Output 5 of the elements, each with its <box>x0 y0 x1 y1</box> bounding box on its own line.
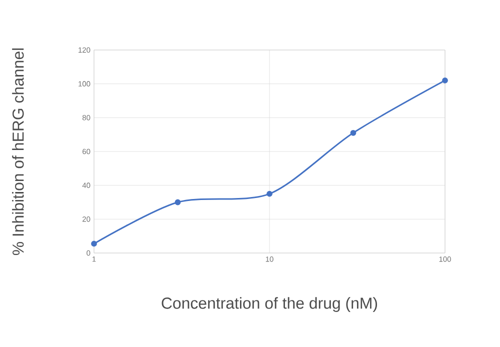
x-axis-title: Concentration of the drug (nM) <box>162 297 378 312</box>
point <box>442 78 448 84</box>
point <box>91 240 97 247</box>
point <box>266 190 272 197</box>
y-axis-title: % Inhibition of hERG channel <box>12 48 24 256</box>
